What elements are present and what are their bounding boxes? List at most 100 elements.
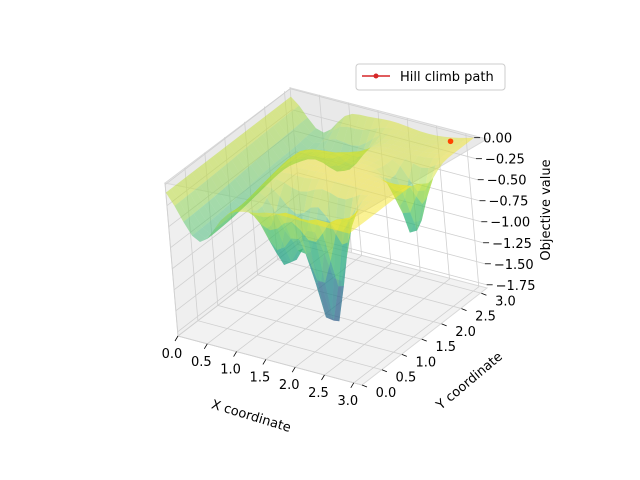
- surface-facet: [420, 157, 434, 169]
- surface-facet: [165, 188, 180, 206]
- surface-facet: [387, 144, 401, 151]
- surface-facet: [461, 137, 475, 142]
- surface-facet: [420, 143, 434, 149]
- x-tick-label: 0.0: [162, 347, 183, 362]
- surface-facet: [333, 285, 344, 322]
- surface-facet: [269, 172, 282, 180]
- y-tick-mark: [381, 369, 388, 373]
- surface-facet: [262, 130, 277, 148]
- surface-facet: [248, 198, 263, 211]
- surface-facet: [276, 172, 290, 183]
- surface-facet: [291, 238, 306, 254]
- surface-facet: [238, 205, 252, 211]
- surface-facet: [370, 169, 385, 178]
- surface-facet: [351, 219, 365, 226]
- surface-facet: [259, 185, 272, 199]
- surface-facet: [390, 134, 404, 141]
- surface-facet: [198, 205, 213, 224]
- surface-facet: [380, 189, 394, 196]
- surface-facet: [355, 163, 369, 169]
- y-tick-label: 2.0: [455, 325, 476, 340]
- surface-facet: [286, 161, 300, 168]
- surface-facet: [345, 169, 358, 176]
- surface-facet: [249, 124, 263, 139]
- surface-facet: [358, 129, 371, 146]
- surface-facet: [385, 185, 399, 192]
- surface-facet: [273, 121, 287, 139]
- surface-facet: [423, 148, 436, 153]
- surface-facet: [314, 161, 328, 168]
- surface-facet: [443, 145, 457, 150]
- surface-facet: [292, 175, 305, 192]
- surface-facet: [366, 128, 378, 143]
- surface-facet: [266, 147, 280, 164]
- surface-facet: [428, 144, 442, 150]
- surface-facet: [410, 150, 424, 157]
- surface-facet: [204, 200, 218, 219]
- surface-facet: [373, 127, 386, 139]
- surface-facet: [292, 125, 306, 142]
- surface-facet: [293, 214, 309, 241]
- surface-facet: [344, 217, 358, 224]
- surface-facet: [346, 223, 360, 230]
- surface-facet: [373, 175, 387, 184]
- surface-facet: [370, 117, 383, 130]
- z-tick-label: −0.50: [487, 174, 527, 189]
- surface-facet: [247, 142, 261, 161]
- surface-facet: [385, 120, 398, 129]
- surface-facet: [318, 129, 332, 138]
- surface-facet: [395, 190, 411, 214]
- surface-facet: [383, 182, 397, 186]
- z-tick-label: 0.00: [483, 132, 512, 147]
- surface-facet: [307, 178, 320, 192]
- surface-facet: [355, 194, 368, 208]
- surface-facet: [338, 183, 351, 200]
- surface-facet: [235, 174, 249, 192]
- surface-facet: [376, 167, 391, 180]
- surface-facet: [233, 136, 248, 152]
- surface-facet: [453, 137, 467, 142]
- surface-facet: [289, 153, 303, 159]
- surface-facet: [202, 223, 216, 234]
- surface-facet: [403, 132, 416, 140]
- surface-facet: [256, 179, 270, 190]
- surface-facet: [341, 227, 355, 234]
- surface-facet: [433, 140, 447, 146]
- z-tick-label: −0.25: [485, 153, 525, 168]
- surface-facet: [391, 184, 405, 188]
- surface-facet: [277, 158, 290, 170]
- surface-facet: [270, 228, 285, 250]
- surface-facet: [324, 169, 338, 176]
- hill-climb-path: [447, 138, 454, 145]
- surface-facet: [377, 199, 391, 206]
- surface-facet: [393, 187, 407, 194]
- surface-facet: [245, 165, 260, 182]
- surface-facet: [302, 150, 315, 154]
- surface-facet: [295, 218, 309, 222]
- surface-facet: [310, 189, 323, 208]
- surface-facet: [322, 163, 335, 170]
- surface-facet: [331, 219, 345, 226]
- surface-facet: [440, 153, 454, 159]
- surface-facet: [171, 184, 185, 202]
- surface-facet: [433, 153, 446, 159]
- surface-facet: [249, 212, 264, 218]
- surface-facet: [264, 179, 277, 189]
- surface-facet: [289, 167, 302, 176]
- surface-facet: [350, 153, 364, 158]
- surface-facet: [332, 171, 346, 178]
- surface-facet: [243, 202, 257, 211]
- surface-facet: [343, 152, 357, 156]
- surface-facet: [375, 193, 389, 200]
- surface-facet: [345, 155, 359, 161]
- surface-facet: [365, 171, 379, 177]
- surface-facet: [354, 149, 367, 152]
- surface-facet: [456, 141, 469, 146]
- surface-facet: [388, 191, 402, 198]
- surface-facet: [176, 180, 191, 198]
- surface-facet: [243, 128, 258, 143]
- surface-facet: [186, 172, 201, 190]
- surface-facet: [293, 105, 308, 122]
- surface-facet: [395, 130, 409, 138]
- surface-facet: [234, 209, 248, 212]
